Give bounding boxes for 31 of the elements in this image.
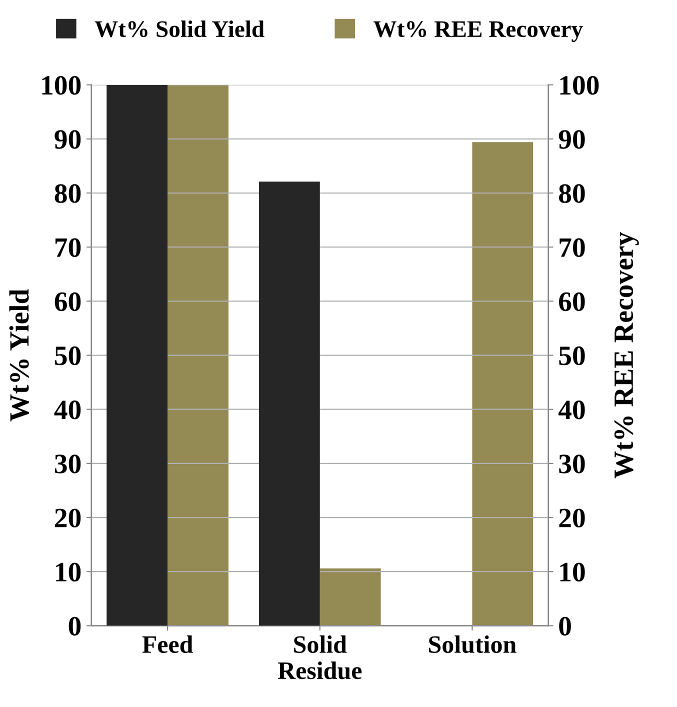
y-tick-label: 30 [54,454,81,474]
x-tick-label: Solid Residue [278,635,362,680]
bar [472,142,534,626]
y2-tick-label: 80 [559,184,585,203]
y-tick-label: 20 [55,508,81,528]
y2-tick-label: 10 [560,562,585,582]
legend-label: Wt% Solid Yield [94,20,264,38]
x-tick-label: Solution [429,635,516,654]
y2-tick-label: 20 [559,508,585,528]
y-axis-title: Wt% Yield [9,289,29,422]
bar [320,568,381,626]
y2-tick-label: 40 [558,400,585,420]
y2-tick-label: 60 [559,292,585,312]
y-tick-label: 60 [54,292,81,312]
y2-tick-label: 70 [560,238,585,258]
y-tick-label: 50 [55,346,81,366]
y2-tick-label: 100 [560,76,599,95]
y-tick-label: 80 [54,184,81,203]
y-tick-label: 90 [54,130,81,149]
y-tick-label: 0 [68,616,81,636]
y2-tick-label: 50 [559,346,585,366]
y2-tick-label: 0 [559,616,571,636]
y-tick-label: 70 [55,238,81,258]
x-tick-label: Feed [142,635,193,654]
y2-axis-title: Wt% REE Recovery [614,232,639,478]
y2-tick-label: 90 [558,130,585,149]
legend-label: Wt% REE Recovery [374,21,583,42]
y-tick-label: 40 [54,400,81,420]
y-tick-label: 100 [42,76,81,95]
y2-tick-label: 30 [559,454,585,474]
y-tick-label: 10 [56,562,81,582]
